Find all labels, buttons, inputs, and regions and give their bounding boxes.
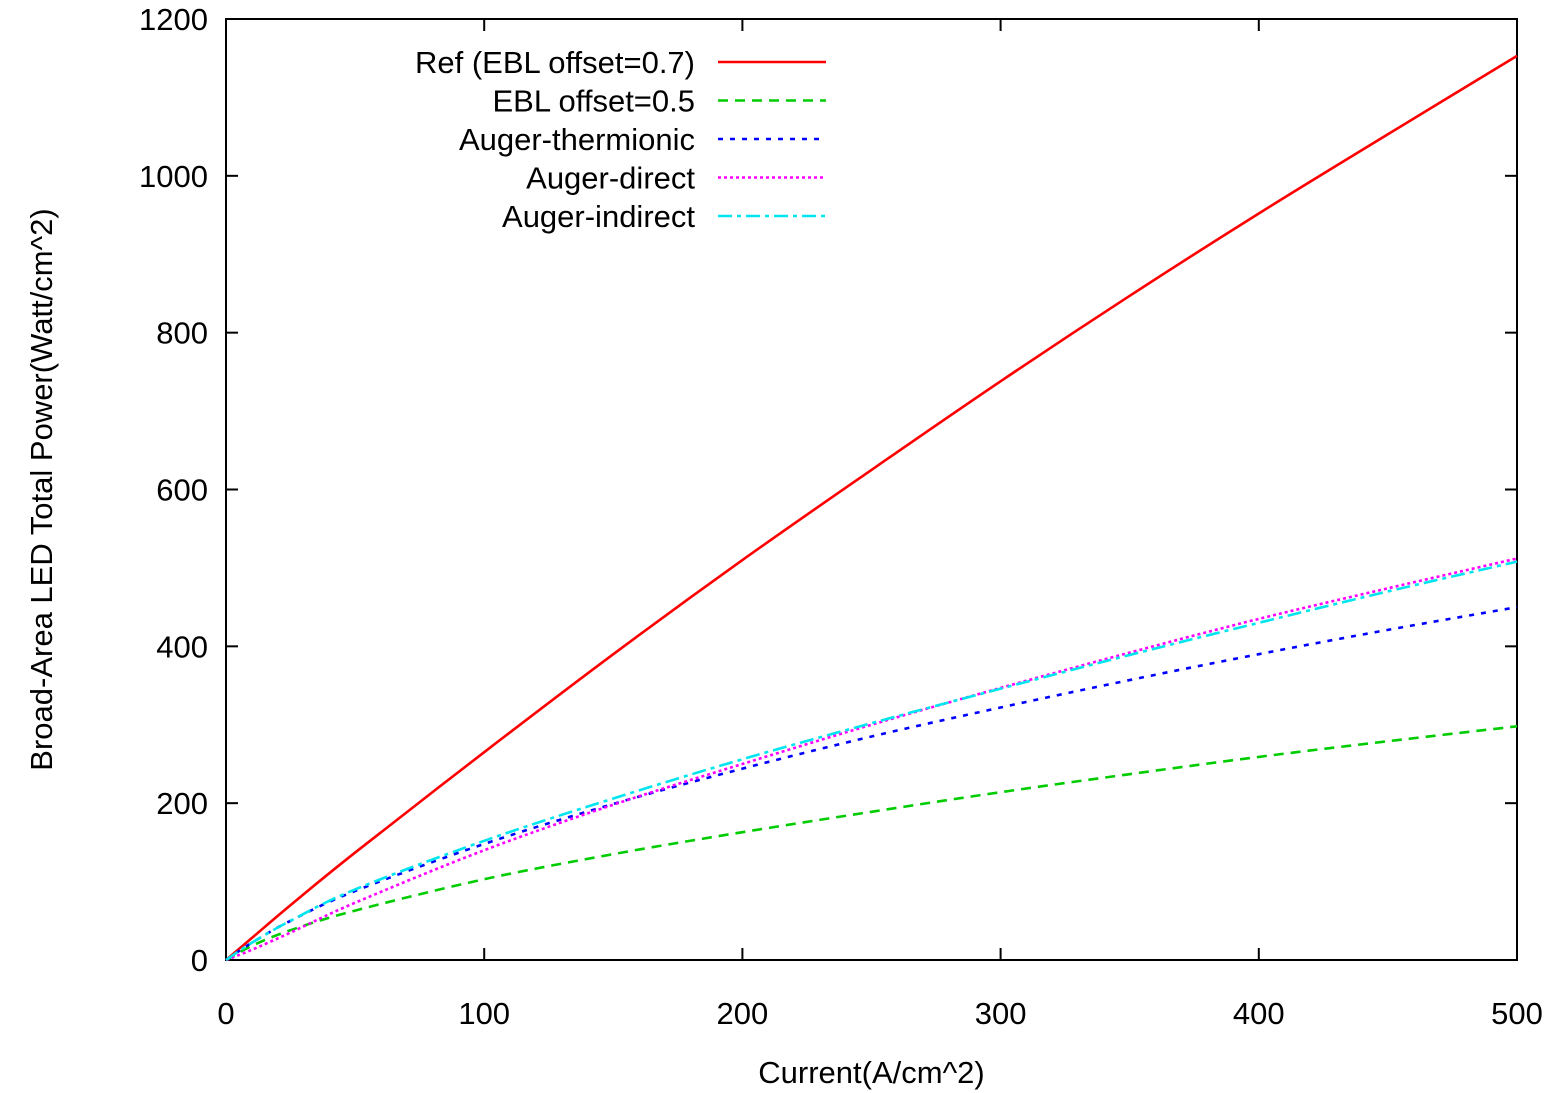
plot-frame [225, 18, 1518, 961]
plot-area [225, 18, 1518, 961]
y-tick-label: 0 [191, 943, 208, 978]
legend-label: Auger-thermionic [459, 122, 695, 157]
series-group [225, 54, 1518, 962]
y-axis-label: Broad-Area LED Total Power(Watt/cm^2) [24, 208, 59, 770]
series-line [225, 557, 1518, 962]
y-tick-label: 400 [156, 629, 208, 664]
y-tick-label: 1200 [139, 2, 208, 37]
x-axis-label: Current(A/cm^2) [758, 1055, 984, 1090]
series-line [225, 605, 1518, 962]
legend: Ref (EBL offset=0.7)EBL offset=0.5Auger-… [415, 45, 826, 234]
legend-label: EBL offset=0.5 [492, 84, 695, 119]
y-tick-label: 800 [156, 316, 208, 351]
x-tick-label: 100 [458, 996, 510, 1031]
series-line [225, 725, 1518, 962]
series-line [225, 54, 1518, 961]
x-tick-label: 200 [717, 996, 769, 1031]
y-tick-label: 1000 [139, 159, 208, 194]
x-tick-label: 500 [1491, 996, 1543, 1031]
y-tick-label: 600 [156, 473, 208, 508]
x-tick-label: 0 [217, 996, 234, 1031]
axis-ticks: 0 100 200 300 400 500 0 200 400 600 800 1000 1200 [139, 2, 1543, 1031]
legend-label: Auger-indirect [502, 199, 695, 234]
x-tick-label: 400 [1233, 996, 1285, 1031]
y-tick-label: 200 [156, 786, 208, 821]
series-line [225, 560, 1518, 962]
x-tick-label: 300 [975, 996, 1027, 1031]
legend-label: Ref (EBL offset=0.7) [415, 45, 695, 80]
legend-label: Auger-direct [526, 161, 695, 196]
